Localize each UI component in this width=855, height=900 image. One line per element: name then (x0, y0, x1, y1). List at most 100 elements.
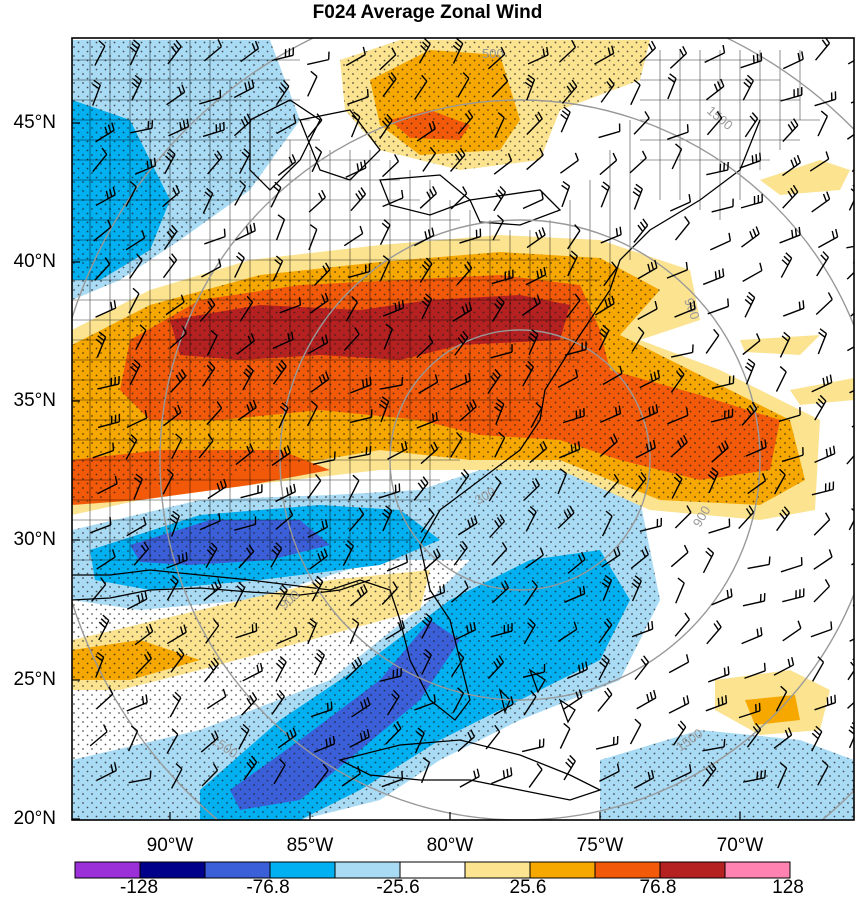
wind-barb-flag (821, 759, 829, 767)
wind-barb-shaft (306, 405, 318, 427)
wind-barb-flag (178, 86, 183, 95)
wind-barb-shaft (450, 192, 468, 210)
wind-barb-flag (354, 327, 360, 335)
wind-barb-flag (182, 120, 186, 129)
wind-barb-flag (454, 153, 461, 162)
stipple-east (600, 730, 854, 820)
wind-barb-flag (614, 407, 618, 416)
wind-barb-flag (560, 113, 568, 120)
warm-patch-southeast-orange (745, 695, 800, 725)
wind-barb-flag (166, 468, 174, 476)
wind-barb-shaft (670, 551, 689, 568)
wind-barb-flag (385, 323, 393, 330)
wind-barb-flag (439, 585, 442, 594)
wind-barb-flag (713, 83, 719, 92)
wind-barb-flag (238, 581, 246, 589)
wind-barb-flag (112, 186, 116, 195)
wind-barb-flag (291, 154, 297, 163)
wind-barb-flag (223, 478, 227, 487)
wind-barb-shaft (629, 724, 642, 745)
wind-barb-flag (275, 255, 283, 262)
wind-barb-flag (223, 228, 226, 237)
wind-barb-shaft (201, 769, 218, 787)
wind-barb-flag (247, 335, 252, 344)
wind-barb-flag (360, 161, 363, 170)
wind-barb-flag (619, 226, 622, 235)
wind-barb-flag (574, 369, 579, 378)
wind-barb-flag (787, 658, 791, 667)
wind-barb-shaft (558, 46, 576, 63)
wind-barb-flag (781, 259, 789, 266)
wind-barb-flag (394, 154, 400, 162)
wind-barb-flag (356, 163, 360, 172)
wind-barb-shaft (125, 237, 145, 251)
wind-barb-flag (528, 336, 536, 343)
plot-frame (71, 37, 855, 821)
wind-barb-shaft (96, 693, 114, 710)
wind-barb-flag (821, 39, 828, 47)
wind-barb-shaft (846, 454, 854, 465)
wind-barb-shaft (169, 333, 187, 349)
wind-barb-flag (240, 727, 248, 734)
wind-barb-flag (676, 371, 683, 379)
wind-barb-flag (465, 303, 469, 313)
wind-barb-flag (603, 621, 610, 629)
wind-barb-flag (575, 691, 580, 700)
wind-barb-flag (647, 622, 650, 631)
wind-barb-shaft (846, 271, 854, 280)
wind-barb-flag (216, 483, 221, 492)
wind-barb-shaft (524, 586, 538, 606)
wind-barb-shaft (557, 376, 578, 389)
wind-barb-flag (351, 115, 359, 121)
wind-barb-flag (144, 409, 148, 419)
wind-barb-shaft (307, 480, 322, 499)
wind-barb-flag (468, 372, 471, 382)
wind-barb-shaft (345, 301, 358, 322)
wind-barb-shaft (416, 341, 434, 359)
wind-barb-flag (525, 364, 532, 371)
wind-barb-flag (363, 730, 367, 740)
wind-barb-shaft (348, 513, 365, 532)
wind-barb-shaft (522, 671, 545, 678)
wind-barb-flag (254, 40, 260, 49)
wind-barb-flag (102, 724, 108, 733)
wind-barb-flag (281, 402, 289, 409)
wind-barb-flag (179, 626, 184, 635)
wind-barb-flag (251, 79, 255, 88)
wind-barb-flag (171, 224, 178, 232)
wind-barb-flag (751, 112, 759, 120)
wind-barb-flag (581, 662, 585, 672)
wind-barb-flag (180, 294, 185, 303)
wind-barb-flag (714, 271, 717, 280)
wind-barb-flag (645, 443, 649, 452)
wind-barb-flag (109, 516, 112, 526)
wind-barb-flag (815, 401, 823, 409)
wind-barb-shaft (382, 160, 399, 178)
wind-barb-flag (542, 440, 548, 449)
longitude-label: 75°W (576, 835, 624, 856)
wind-barb-flag (755, 226, 760, 235)
wind-barb-flag (496, 299, 503, 307)
wind-barb-flag (150, 159, 153, 168)
wind-barb-flag (130, 725, 138, 732)
wind-barb-flag (171, 253, 178, 261)
wind-barb-shaft (631, 332, 645, 352)
wind-barb-flag (283, 79, 290, 87)
wind-barb-flag (685, 261, 689, 270)
wind-barb-flag (324, 334, 329, 343)
wind-barb-flag (136, 253, 143, 261)
wind-barb-flag (647, 771, 651, 780)
wind-barb-shaft (560, 159, 579, 174)
wind-barb-flag (281, 584, 288, 591)
wind-barb-flag (783, 506, 790, 514)
wind-barb-flag (279, 405, 287, 413)
wind-barb-flag (730, 588, 733, 597)
wind-barb-flag (466, 625, 469, 634)
wind-barb-flag (784, 729, 790, 738)
wind-barb-flag (780, 685, 788, 693)
wind-barb-flag (611, 45, 615, 54)
wind-barb-flag (751, 155, 754, 164)
wind-barb-flag (141, 230, 146, 239)
wind-barb-flag (316, 652, 324, 660)
wind-barb-flag (423, 260, 431, 268)
